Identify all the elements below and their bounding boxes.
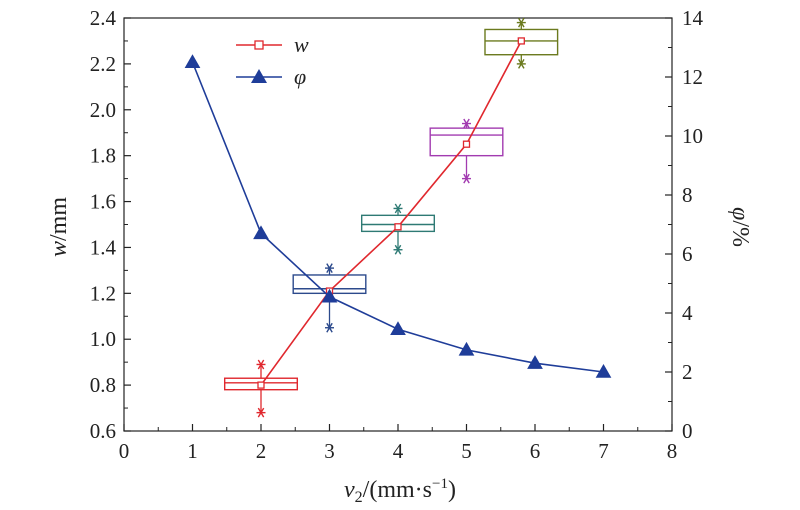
box-outlier-high [462, 118, 471, 129]
y-left-axis-title-var: w [46, 241, 72, 257]
x-tick-label: 3 [324, 439, 335, 463]
y-right-tick-label: 4 [682, 301, 693, 325]
y-right-tick-label: 14 [682, 6, 704, 30]
y-right-tick-label: 2 [682, 360, 693, 384]
legend-item-phi: φ [236, 64, 306, 89]
x-axis-title-units: /(mm·s [363, 477, 432, 503]
phi-point-marker [595, 363, 612, 378]
outlier-star-stroke [326, 263, 333, 273]
y-right-tick-label: 8 [682, 183, 693, 207]
y-right-axis-title-unit: /% [727, 220, 753, 247]
y-left-tick-label: 1.6 [90, 190, 116, 214]
outlier-star-stroke [257, 359, 265, 370]
outlier-star-stroke [517, 17, 525, 28]
w-point-marker [462, 140, 471, 148]
phi-point-marker [321, 288, 338, 303]
x-axis-title-exp: −1 [432, 476, 448, 492]
y-left-tick-label: 1.0 [90, 327, 116, 351]
phi-point-marker [390, 321, 406, 335]
box-body [223, 377, 299, 391]
y-right-tick-label: 10 [682, 124, 703, 148]
y-left-tick-label: 1.8 [90, 144, 116, 168]
x-tick-label: 6 [530, 439, 541, 463]
y-left-tick-label: 0.8 [90, 373, 116, 397]
series-layer [184, 17, 612, 418]
legend-label: φ [294, 64, 306, 89]
y-right-tick-label: 0 [682, 419, 693, 443]
x-axis-title-sub: 2 [355, 489, 363, 506]
w-point-marker [394, 223, 402, 231]
y-left-tick-label: 1.4 [90, 235, 117, 259]
box-outlier-low [516, 59, 526, 69]
box-body [429, 127, 504, 157]
x-tick-label: 0 [119, 439, 130, 463]
outlier-star-stroke [394, 244, 402, 255]
x-tick-label: 1 [187, 439, 198, 463]
box-body [360, 214, 436, 233]
x-tick-label: 2 [256, 439, 267, 463]
y-left-tick-label: 2.0 [90, 98, 116, 122]
w-point-marker [517, 37, 525, 45]
y-right-axis-title-var: φ [727, 207, 753, 220]
x-tick-label: 5 [461, 439, 472, 463]
outlier-star-stroke [326, 322, 333, 333]
y-left-tick-label: 1.2 [90, 281, 116, 305]
box-outlier-high [325, 263, 334, 273]
phi-point-marker [458, 341, 475, 356]
y-left-tick-label: 0.6 [90, 419, 116, 443]
outlier-star-stroke [463, 173, 470, 184]
box-outlier-low [256, 407, 266, 418]
x-tick-label: 4 [393, 439, 404, 463]
box-outlier-high [256, 359, 266, 370]
legend-marker-square [254, 40, 264, 50]
box-outlier-low [325, 322, 334, 333]
legend-item-w: w [236, 32, 309, 57]
x-axis-title: v2/(mm·s−1) [344, 476, 456, 506]
axes-layer: 0 1 2 3 4 5 6 7 80.60.81.01.21.41.61.82.02.22.40… [90, 6, 704, 463]
legend-marker-triangle [251, 69, 267, 83]
box-outlier-low [393, 244, 403, 255]
phi-point-marker [184, 54, 201, 68]
phi-point-marker [527, 355, 543, 369]
x-axis-title-var: v [344, 477, 355, 503]
y-left-axis-title: w/mm [46, 197, 72, 257]
w-point-marker [257, 381, 265, 389]
x-axis-title-close: ) [448, 477, 456, 503]
x-tick-label: 8 [667, 439, 678, 463]
y-right-axis-title: φ/% [727, 207, 753, 247]
outlier-star-stroke [394, 203, 402, 214]
y-left-tick-label: 2.4 [90, 6, 117, 30]
outlier-star-stroke [517, 59, 525, 69]
phi-point-marker [253, 225, 269, 240]
outlier-star-stroke [257, 407, 265, 418]
legend-label: w [294, 32, 309, 57]
y-right-tick-label: 12 [682, 65, 703, 89]
box-plot [429, 123, 504, 179]
y-right-tick-label: 6 [682, 242, 693, 266]
y-left-axis-title-unit: /mm [46, 197, 72, 241]
box-outlier-high [516, 17, 526, 28]
outlier-star-stroke [463, 118, 470, 129]
legend: wφ [236, 32, 309, 89]
box-outlier-low [462, 173, 471, 184]
x-tick-label: 7 [598, 439, 609, 463]
box-outlier-high [393, 203, 403, 214]
y-left-tick-label: 2.2 [90, 52, 116, 76]
box-body [484, 28, 559, 56]
